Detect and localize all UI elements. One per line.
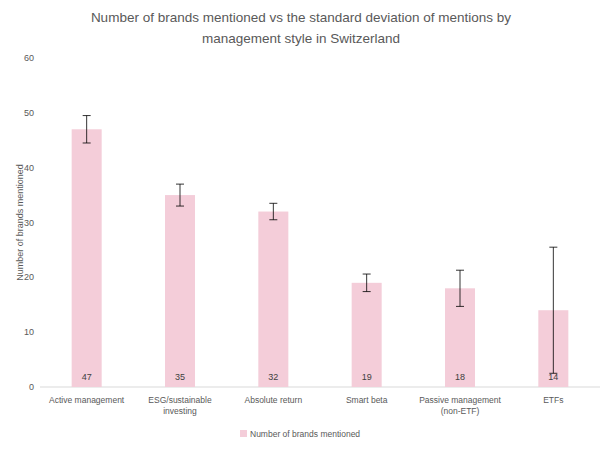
text-line: ETFs [543, 395, 563, 405]
text-line: Active management [49, 395, 125, 405]
data-label: 19 [362, 372, 372, 382]
error-bar [456, 270, 464, 306]
x-tick-label: Smart beta [346, 395, 388, 405]
bar [72, 129, 102, 387]
text-line: management style in Switzerland [202, 31, 400, 46]
legend: Number of brands mentioned [240, 429, 360, 439]
text-line: Smart beta [346, 395, 388, 405]
y-tick-label: 60 [24, 53, 34, 63]
y-tick-label: 20 [24, 272, 34, 282]
y-tick-label: 0 [29, 382, 34, 392]
title: Number of brands mentioned vs the standa… [91, 10, 511, 46]
bars [72, 129, 569, 387]
data-label: 32 [268, 372, 278, 382]
error-bar [269, 203, 277, 219]
x-axis-line [40, 387, 600, 388]
x-tick-label: ETFs [543, 395, 563, 405]
text-line: Number of brands mentioned vs the standa… [91, 10, 511, 25]
legend-label: Number of brands mentioned [250, 429, 360, 439]
legend-swatch [240, 430, 247, 437]
text-line: investing [163, 406, 197, 416]
x-tick-label: ESG/sustainableinvesting [148, 395, 212, 416]
bar [258, 212, 288, 387]
y-tick-label: 40 [24, 163, 34, 173]
text-line: Passive management [419, 395, 501, 405]
error-bar [176, 184, 184, 206]
text-line: Absolute return [245, 395, 303, 405]
text-line: ESG/sustainable [148, 395, 212, 405]
x-tick-label: Absolute return [245, 395, 303, 405]
y-tick-label: 10 [24, 327, 34, 337]
text-line: (non-ETF) [441, 406, 480, 416]
error-bar [83, 116, 91, 143]
bar [352, 283, 382, 387]
error-bars [83, 116, 558, 374]
data-label: 35 [175, 372, 185, 382]
data-label: 47 [82, 372, 92, 382]
x-tick-label: Passive management(non-ETF) [419, 395, 501, 416]
bar [165, 195, 195, 387]
y-tick-label: 50 [24, 108, 34, 118]
error-bar [549, 247, 557, 373]
y-tick-label: 30 [24, 218, 34, 228]
x-tick-label: Active management [49, 395, 125, 405]
error-bar [363, 274, 371, 292]
data-label: 18 [455, 372, 465, 382]
chart: Number of brands mentioned vs the standa… [0, 0, 602, 450]
